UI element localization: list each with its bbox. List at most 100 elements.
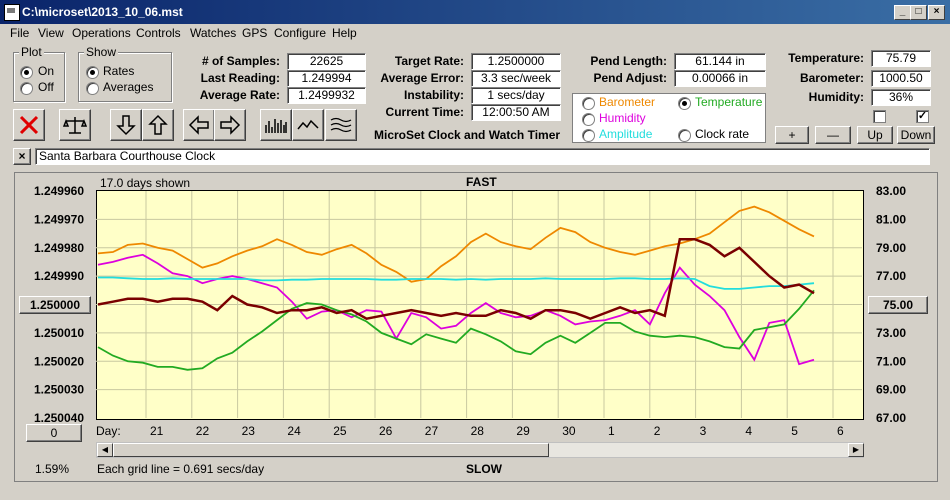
clock-rate-option-label[interactable]: Clock rate [695, 127, 750, 141]
show-averages-label[interactable]: Averages [103, 80, 154, 94]
amplitude-option-label[interactable]: Amplitude [599, 127, 653, 141]
average-error-label: Average Error: [380, 71, 464, 85]
y-left-tick-label: 1.249970 [34, 212, 84, 226]
line-view-button[interactable] [292, 109, 324, 141]
barometer-option-label[interactable]: Barometer [599, 95, 656, 109]
samples-label: # of Samples: [201, 54, 280, 68]
instability-label: Instability: [403, 88, 464, 102]
close-window-button[interactable]: × [928, 5, 945, 20]
show-averages-radio[interactable] [86, 82, 99, 95]
rate-series-line [97, 237, 815, 321]
x-tick-label: 29 [516, 424, 530, 438]
temperature-radio[interactable] [678, 97, 691, 110]
target-rate-value: 1.2500000 [471, 53, 561, 70]
y-right-tick-label: 73.00 [876, 326, 906, 340]
average-error-value: 3.3 sec/week [471, 70, 561, 87]
pend-length-label: Pend Length: [590, 54, 667, 68]
plot-off-radio[interactable] [20, 82, 33, 95]
last-reading-label: Last Reading: [200, 71, 280, 85]
y-left-tick-label: 1.250030 [34, 383, 84, 397]
pend-adjust-label: Pend Adjust: [593, 71, 667, 85]
right-checkbox[interactable]: ✓ [916, 110, 929, 123]
x-tick-label: 4 [745, 424, 752, 438]
temperature-option-label[interactable]: Temperature [695, 95, 763, 109]
app-icon[interactable] [4, 4, 20, 21]
plot-off-label[interactable]: Off [38, 80, 54, 94]
arrow-up-button[interactable] [142, 109, 174, 141]
y-right-tick-label: 81.00 [876, 212, 906, 226]
delete-button[interactable] [13, 109, 45, 141]
humidity-option-label[interactable]: Humidity [599, 111, 646, 125]
show-rates-radio[interactable] [86, 66, 99, 79]
pend-adjust-value: 0.00066 in [674, 70, 766, 87]
plot-on-label[interactable]: On [38, 64, 55, 78]
clear-clock-name-button[interactable]: × [13, 148, 31, 165]
zero-button[interactable]: 0 [26, 424, 82, 442]
average-rate-label: Average Rate: [199, 88, 280, 102]
plot-group-title: Plot [19, 45, 44, 59]
average-rate-value: 1.2499932 [287, 87, 366, 104]
days-shown-label: 17.0 days shown [100, 176, 191, 190]
maximize-button[interactable]: □ [910, 5, 927, 20]
temperature-series-line [97, 289, 815, 371]
plot-on-radio[interactable] [20, 66, 33, 79]
humidity-radio[interactable] [582, 113, 595, 126]
menu-bar: File View Operations Controls Watches GP… [0, 24, 950, 42]
scroll-thumb[interactable] [113, 443, 549, 457]
show-rates-label[interactable]: Rates [103, 64, 135, 78]
humidity-value: 36% [871, 89, 931, 106]
menu-controls[interactable]: Controls [136, 26, 181, 40]
bars-view-button[interactable] [260, 109, 292, 141]
show-group-title: Show [84, 45, 119, 59]
down-button[interactable]: Down [897, 126, 935, 144]
red-x-icon [19, 115, 39, 135]
barometer-radio[interactable] [582, 97, 595, 110]
arrow-down-button[interactable] [110, 109, 142, 141]
balance-button[interactable] [59, 109, 91, 141]
center-rate-button[interactable]: 1.250000 [19, 296, 91, 314]
y-right-tick-label: 71.00 [876, 354, 906, 368]
y-right-tick-label: 79.00 [876, 241, 906, 255]
clock-name-field[interactable]: Santa Barbara Courthouse Clock [35, 148, 930, 165]
clock-rate-radio[interactable] [678, 129, 691, 142]
wave-line-icon [297, 119, 319, 130]
barometer-value: 1000.50 [871, 70, 931, 87]
menu-help[interactable]: Help [332, 26, 357, 40]
temperature-value: 75.79 [871, 50, 931, 67]
multi-line-view-button[interactable] [325, 109, 357, 141]
chart-panel [14, 172, 938, 482]
arrow-right-button[interactable] [214, 109, 246, 141]
x-tick-label: 1 [608, 424, 615, 438]
menu-gps[interactable]: GPS [242, 26, 268, 40]
menu-configure[interactable]: Configure [274, 26, 327, 40]
scroll-right-arrow-icon[interactable]: ▶ [848, 443, 864, 457]
minus-button[interactable]: — [815, 126, 851, 144]
center-temperature-button[interactable]: 75.00 [868, 296, 928, 314]
arrow-up-icon [148, 114, 168, 135]
up-button[interactable]: Up [857, 126, 893, 144]
amplitude-radio[interactable] [582, 129, 595, 142]
x-tick-label: 30 [562, 424, 576, 438]
menu-file[interactable]: File [10, 26, 30, 40]
app-title: MicroSet Clock and Watch Timer [374, 128, 561, 142]
menu-view[interactable]: View [38, 26, 64, 40]
left-checkbox[interactable] [873, 110, 886, 123]
x-tick-label: 27 [425, 424, 439, 438]
y-left-tick-label: 1.249990 [34, 269, 84, 283]
x-tick-label: 22 [196, 424, 210, 438]
y-right-tick-label: 77.00 [876, 269, 906, 283]
scroll-left-arrow-icon[interactable]: ◀ [97, 443, 113, 457]
fast-label: FAST [466, 175, 497, 189]
arrow-down-icon [116, 115, 136, 136]
x-tick-label: 26 [379, 424, 393, 438]
menu-watches[interactable]: Watches [190, 26, 237, 40]
percent-label: 1.59% [35, 462, 70, 476]
plus-button[interactable]: + [775, 126, 809, 144]
x-tick-label: 25 [333, 424, 347, 438]
temperature-label: Temperature: [788, 51, 864, 65]
y-right-tick-label: 67.00 [876, 411, 906, 425]
menu-operations[interactable]: Operations [72, 26, 131, 40]
arrow-left-button[interactable] [183, 109, 215, 141]
last-reading-value: 1.249994 [287, 70, 366, 87]
y-left-tick-label: 1.249960 [34, 184, 84, 198]
